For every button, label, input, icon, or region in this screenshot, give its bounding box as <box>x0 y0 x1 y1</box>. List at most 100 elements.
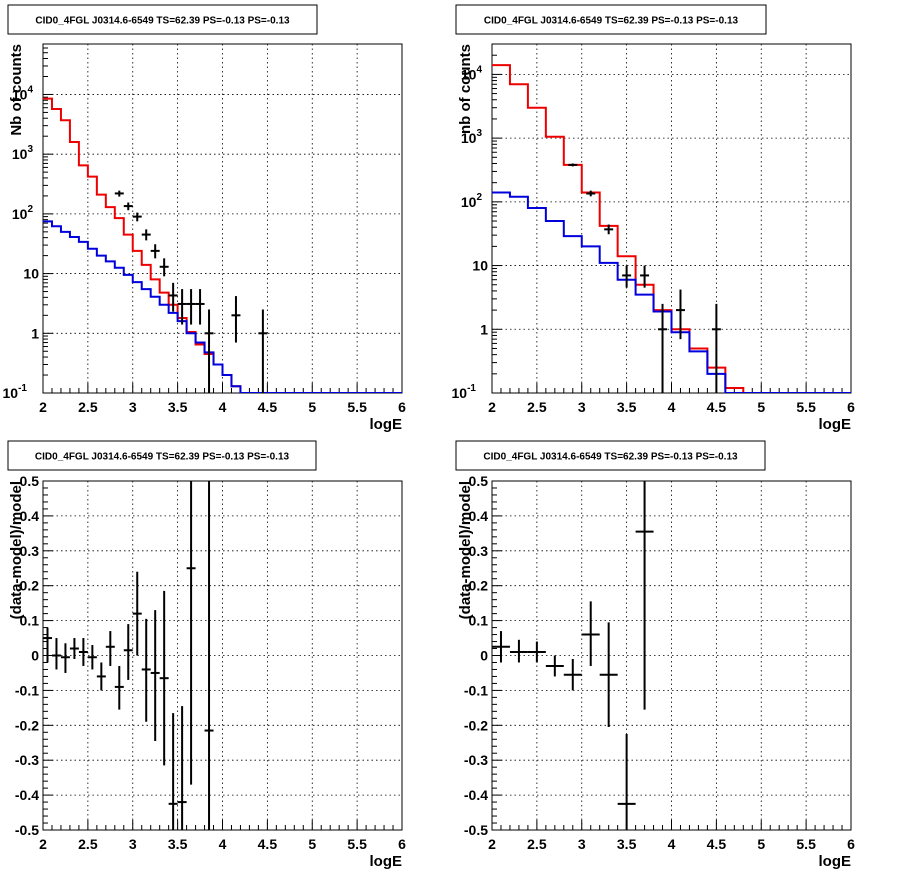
x-tick-label: 6 <box>398 399 406 415</box>
data-point <box>640 265 650 288</box>
chart-panel-2: 2 2.5 3 3.5 4 4.5 5 5.5 610-1110102103104logEnb … <box>452 4 855 433</box>
y-tick-label: 10-1 <box>3 383 28 401</box>
data-point <box>568 163 578 167</box>
data-point <box>159 590 169 766</box>
data-point <box>635 481 654 710</box>
data-point <box>141 229 151 241</box>
data-point <box>123 624 133 680</box>
data-point <box>617 734 636 830</box>
histogram-series-1 <box>492 64 851 393</box>
x-tick-label: 3.5 <box>617 836 637 852</box>
y-tick-exponent: 4 <box>476 64 482 75</box>
data-point <box>78 638 88 666</box>
y-tick-label: -0.2 <box>464 717 488 733</box>
data-point <box>114 190 124 197</box>
chart-panel-4: 2 2.5 3 3.5 4 4.5 5 5.5 6 -0.5 -0.4 -0.3 -0.2 -0.1 0 0.… <box>455 440 855 870</box>
y-tick-label: 10 <box>23 266 39 282</box>
y-tick-label: 0.1 <box>20 613 40 629</box>
y-tick-label: 102 <box>461 192 483 210</box>
data-point <box>69 638 79 659</box>
data-point <box>492 631 510 663</box>
data-point <box>177 289 187 325</box>
y-tick-exponent: 4 <box>27 84 33 95</box>
histogram-series-2 <box>43 220 402 393</box>
title-box <box>7 440 317 471</box>
x-tick-label: 2.5 <box>527 399 547 415</box>
histogram-series-1 <box>43 97 402 393</box>
y-tick-label: 0.2 <box>20 578 40 594</box>
data-point <box>159 258 169 277</box>
data-point <box>622 265 632 288</box>
data-point <box>168 282 178 312</box>
title-box <box>455 4 767 35</box>
x-tick-label: 2 <box>488 836 496 852</box>
pad-title: CID0_4FGL J0314.6-6549 TS=62.39 PS=-0.13… <box>35 452 290 463</box>
data-point <box>105 631 115 666</box>
y-tick-label: 0.5 <box>20 473 40 489</box>
x-axis-label: logE <box>370 853 403 870</box>
data-point <box>545 655 564 677</box>
data-point <box>186 289 196 325</box>
y-tick-exponent: 2 <box>27 204 33 215</box>
y-tick-label: 10 <box>472 258 488 274</box>
y-tick-label: 10-1 <box>452 383 477 401</box>
y-tick-label: -0.3 <box>464 752 488 768</box>
x-tick-label: 5 <box>308 836 316 852</box>
x-tick-label: 6 <box>398 836 406 852</box>
x-tick-label: 5.5 <box>347 399 367 415</box>
x-tick-label: 5 <box>757 399 765 415</box>
y-tick-label: 0 <box>480 648 488 664</box>
chart-panel-3: 2 2.5 3 3.5 4 4.5 5 5.5 6 -0.5 -0.4 -0.3 -0.2 -0.1 0 0.… <box>7 440 406 870</box>
data-point <box>675 289 685 340</box>
x-tick-label: 2.5 <box>527 836 547 852</box>
chart-panel-1: 2 2.5 3 3.5 4 4.5 5 5.5 610-1110102103104logENb … <box>3 4 406 433</box>
y-tick-label: -0.3 <box>15 752 39 768</box>
data-point <box>150 244 160 259</box>
x-tick-label: 5.5 <box>796 836 816 852</box>
data-point <box>204 309 214 393</box>
y-tick-exponent: -1 <box>467 383 476 394</box>
x-tick-label: 3 <box>129 836 137 852</box>
y-tick-label: -0.4 <box>464 787 488 803</box>
x-tick-label: 2.5 <box>78 836 98 852</box>
x-tick-label: 3 <box>129 399 137 415</box>
data-point <box>51 638 61 670</box>
x-tick-label: 4.5 <box>707 836 727 852</box>
y-tick-label: -0.5 <box>15 822 39 838</box>
x-tick-label: 3 <box>578 399 586 415</box>
x-axis-label: logE <box>819 853 852 870</box>
y-tick-label: 0.3 <box>469 543 489 559</box>
y-tick-label: 0.4 <box>469 508 489 524</box>
y-tick-exponent: 3 <box>27 144 33 155</box>
x-tick-label: 5.5 <box>347 836 367 852</box>
y-axis-label: (data-model)/model <box>8 481 25 619</box>
data-point <box>509 639 528 663</box>
data-point <box>527 641 546 663</box>
x-tick-label: 2 <box>39 836 47 852</box>
title-box <box>7 4 318 35</box>
data-point <box>711 303 721 393</box>
x-tick-label: 5 <box>757 836 765 852</box>
y-tick-label: 0.1 <box>469 613 489 629</box>
plot-frame <box>42 43 403 394</box>
data-point <box>141 618 151 722</box>
plot-frame <box>42 480 403 831</box>
data-point <box>96 662 106 691</box>
pad-title: CID0_4FGL J0314.6-6549 TS=62.39 PS=-0.13… <box>483 452 738 463</box>
title-box <box>455 440 766 471</box>
x-tick-label: 3.5 <box>617 399 637 415</box>
y-tick-exponent: 3 <box>476 128 482 139</box>
y-tick-label: -0.1 <box>464 682 488 698</box>
y-tick-exponent: -1 <box>18 383 27 394</box>
y-tick-label: 0.2 <box>469 578 489 594</box>
data-point <box>231 296 241 343</box>
x-tick-label: 3.5 <box>168 836 188 852</box>
y-tick-label: 1 <box>31 325 39 341</box>
pad-title: CID0_4FGL J0314.6-6549 TS=62.39 PS=-0.13… <box>484 16 739 27</box>
data-point <box>123 202 133 211</box>
x-tick-label: 2 <box>39 399 47 415</box>
y-tick-label: 102 <box>12 204 34 222</box>
data-point <box>258 309 268 393</box>
x-tick-label: 4 <box>668 399 676 415</box>
